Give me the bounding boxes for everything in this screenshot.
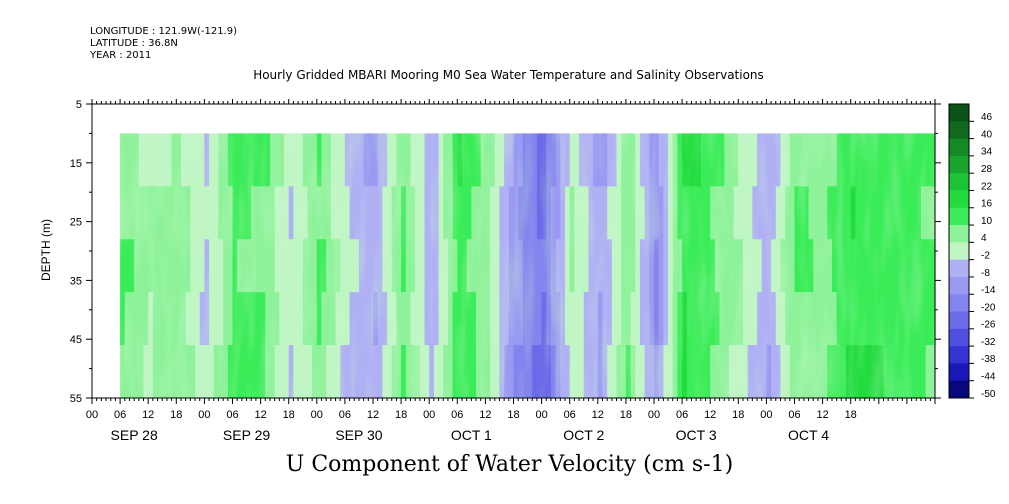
colorbar-swatch [949, 242, 969, 261]
x-tick-label: 00 [760, 409, 772, 421]
colorbar-swatch [949, 363, 969, 382]
longitude-label: LONGITUDE : 121.9W(-121.9) [90, 26, 237, 37]
y-axis-label: DEPTH (m) [39, 219, 53, 281]
x-tick-label: 12 [142, 409, 154, 421]
x-tick-label: 18 [170, 409, 182, 421]
x-tick-label: 18 [283, 409, 295, 421]
colorbar: 46 40 34 28 22 16 10 4 -2 -8 -14 -20 -26 -32 -38 -44 -50 [948, 103, 996, 400]
y-tick-label: 15 [70, 158, 82, 170]
colorbar-swatch [949, 225, 969, 243]
x-tick-label: 00 [648, 409, 660, 421]
colorbar-label: -2 [981, 250, 990, 261]
plot-area [120, 133, 936, 399]
colorbar-swatch [949, 173, 969, 191]
x-tick-label: 18 [732, 409, 744, 421]
colorbar-swatch [949, 346, 969, 364]
x-axis-label-text: U Component of Water Velocity (cm s-1) [285, 452, 734, 477]
year-label: YEAR : 2011 [90, 50, 152, 61]
date-label: OCT 2 [563, 427, 604, 443]
x-tick-label: 18 [507, 409, 519, 421]
colorbar-swatch [949, 121, 969, 140]
colorbar-label: 28 [981, 164, 993, 175]
colorbar-label: -44 [981, 372, 996, 383]
colorbar-swatch [949, 328, 969, 347]
y-tick-label: 35 [70, 275, 82, 287]
x-tick-label: 00 [535, 409, 547, 421]
x-tick-label: 06 [339, 409, 351, 421]
colorbar-label: -50 [981, 389, 996, 400]
x-tick-label: 00 [423, 409, 435, 421]
colorbar-label: 4 [981, 233, 987, 244]
date-label: OCT 1 [451, 427, 492, 443]
x-tick-label: 06 [451, 409, 463, 421]
colorbar-swatch [949, 190, 969, 209]
x-tick-label: 12 [704, 409, 716, 421]
colorbar-label: 10 [981, 216, 993, 227]
x-tick-label: 06 [676, 409, 688, 421]
x-tick-label: 12 [367, 409, 379, 421]
colorbar-label: -38 [981, 354, 996, 365]
chart-title: Hourly Gridded MBARI Mooring M0 Sea Wate… [0, 68, 1009, 82]
x-tick-label: 00 [198, 409, 210, 421]
colorbar-swatch [949, 155, 969, 174]
date-label: SEP 30 [335, 427, 382, 443]
y-tick-label: 5 [76, 99, 82, 111]
colorbar-swatch [949, 207, 969, 226]
heatmap-texture [120, 133, 936, 398]
colorbar-label: -8 [981, 268, 990, 279]
x-tick-label: 12 [254, 409, 266, 421]
x-tick-label: 06 [114, 409, 126, 421]
colorbar-swatch [949, 294, 969, 313]
x-tick-label: 06 [564, 409, 576, 421]
x-axis-label: U Component of Water Velocity (cm s-1) [0, 452, 1009, 477]
date-label: SEP 28 [111, 427, 158, 443]
colorbar-frame [948, 103, 970, 399]
x-tick-label: 18 [395, 409, 407, 421]
x-tick-label: 12 [479, 409, 491, 421]
colorbar-label: -26 [981, 320, 996, 331]
x-tick-label: 00 [311, 409, 323, 421]
x-tick-label: 06 [226, 409, 238, 421]
date-label: OCT 3 [676, 427, 717, 443]
colorbar-swatch [949, 276, 969, 295]
colorbar-swatch [949, 380, 969, 399]
colorbar-label: -14 [981, 285, 996, 296]
colorbar-label: 40 [981, 129, 993, 140]
date-label: OCT 4 [788, 427, 829, 443]
y-tick-label: 55 [70, 393, 82, 405]
y-tick-label: 25 [70, 217, 82, 229]
chart-title-text: Hourly Gridded MBARI Mooring M0 Sea Wate… [253, 68, 764, 82]
colorbar-label: 16 [981, 199, 993, 210]
colorbar-swatch [949, 259, 969, 278]
x-tick-label: 18 [620, 409, 632, 421]
colorbar-label: -32 [981, 337, 996, 348]
x-tick-label: 18 [845, 409, 857, 421]
colorbar-label: 34 [981, 147, 993, 158]
x-tick-label: 00 [86, 409, 98, 421]
colorbar-label: 46 [981, 112, 993, 123]
date-label: SEP 29 [223, 427, 270, 443]
x-tick-label: 12 [592, 409, 604, 421]
latitude-label: LATITUDE : 36.8N [90, 38, 178, 49]
y-tick-label: 45 [70, 334, 82, 346]
colorbar-label: -20 [981, 302, 996, 313]
colorbar-swatch [949, 104, 969, 122]
axes: 00 06 12 18 00 06 12 18 00 06 12 18 00 06 12 18 00 06 12 18… [70, 99, 941, 443]
colorbar-swatch [949, 138, 969, 157]
x-tick-label: 06 [788, 409, 800, 421]
colorbar-swatch [949, 311, 969, 330]
x-tick-label: 12 [816, 409, 828, 421]
colorbar-label: 22 [981, 181, 993, 192]
